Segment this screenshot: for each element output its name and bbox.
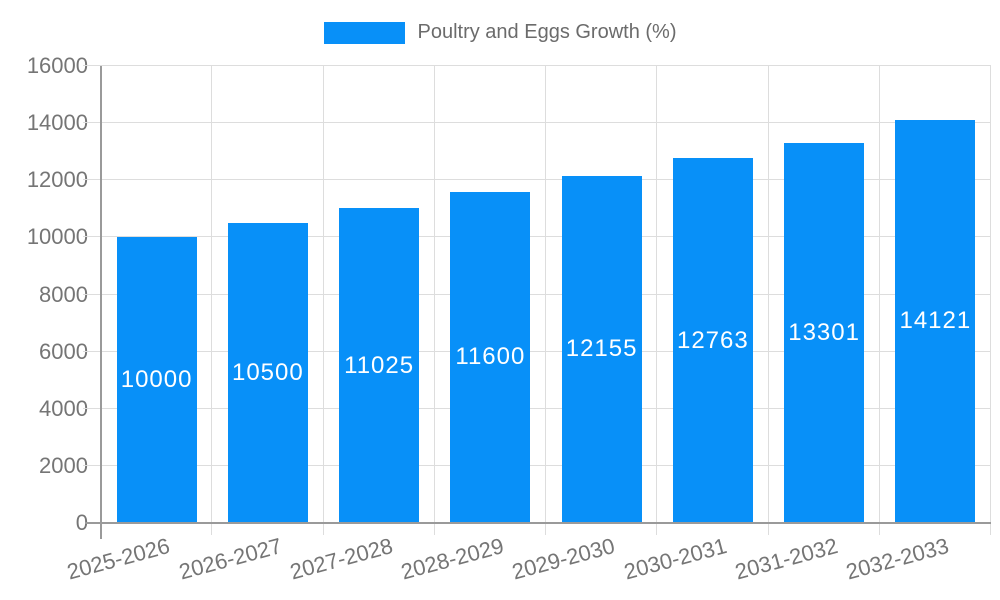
x-tick-label: 2031-2032 (732, 533, 841, 585)
x-gridline (322, 66, 324, 535)
bar-value-label: 11600 (455, 343, 526, 371)
x-tick-label: 2026-2027 (175, 533, 285, 585)
bar[interactable]: 11025 (339, 208, 420, 523)
x-tick-label: 2028-2029 (398, 533, 507, 585)
bar-value-label: 13301 (788, 319, 860, 347)
bar-value-label: 10000 (120, 366, 193, 394)
bar-value-label: 10500 (231, 359, 304, 387)
y-tick-label: 12000 (26, 167, 88, 193)
y-gridline (83, 293, 991, 295)
x-axis-labels: 2025-2026 2026-2027 2027-2028 2028-2029 2029… (65, 533, 991, 600)
bar[interactable]: 10500 (227, 223, 308, 523)
y-tick-label: 4000 (39, 395, 88, 421)
legend[interactable]: Poultry and Eggs Growth (%) (0, 21, 1000, 44)
y-tick-label: 2000 (39, 452, 88, 478)
bar[interactable]: 11600 (450, 191, 531, 523)
bar[interactable]: 10000 (116, 237, 197, 523)
x-gridline (767, 66, 769, 535)
x-tick-label: 2032-2033 (843, 533, 952, 585)
bar[interactable]: 13301 (784, 143, 865, 523)
y-gridline (83, 65, 991, 66)
x-axis-line (85, 522, 991, 524)
x-tick-label: 2029-2030 (509, 533, 618, 585)
plot-area: 10000 10500 11025 11600 12155 12763 13301 14121 (83, 65, 991, 539)
legend-color-swatch (323, 21, 405, 44)
x-tick-label: 2025-2026 (64, 533, 173, 585)
x-tick-label: 2030-2031 (620, 533, 730, 585)
y-tick-label: 10000 (26, 224, 88, 250)
y-tick-label: 16000 (26, 53, 88, 78)
y-axis-labels: 0 2000 4000 6000 8000 10000 12000 14000 16000 (0, 55, 88, 534)
y-gridline (83, 350, 991, 352)
y-gridline (83, 236, 991, 238)
y-gridline (83, 464, 991, 466)
y-tick-label: 8000 (39, 281, 88, 307)
x-gridline (211, 66, 213, 535)
x-gridline (656, 66, 658, 535)
x-gridline (990, 66, 991, 535)
y-gridline (83, 122, 991, 124)
y-gridline (83, 179, 991, 181)
bar-value-label: 12763 (676, 326, 749, 354)
y-tick-label: 14000 (26, 110, 88, 136)
bar-value-label: 11025 (344, 351, 415, 379)
x-tick-label: 2027-2028 (287, 533, 396, 585)
y-gridline (83, 407, 991, 409)
x-gridline (545, 66, 546, 535)
bar[interactable]: 12763 (672, 158, 753, 523)
x-gridline (433, 66, 435, 535)
legend-label: Poultry and Eggs Growth (%) (417, 21, 677, 43)
y-axis-line (100, 66, 102, 539)
x-gridline (878, 66, 880, 535)
bar[interactable]: 14121 (895, 119, 976, 523)
bar-value-label: 14121 (899, 307, 972, 335)
y-tick-label: 6000 (39, 338, 88, 364)
y-tick-label: 0 (75, 510, 88, 535)
bar[interactable]: 12155 (561, 175, 642, 523)
bar-value-label: 12155 (565, 335, 638, 363)
